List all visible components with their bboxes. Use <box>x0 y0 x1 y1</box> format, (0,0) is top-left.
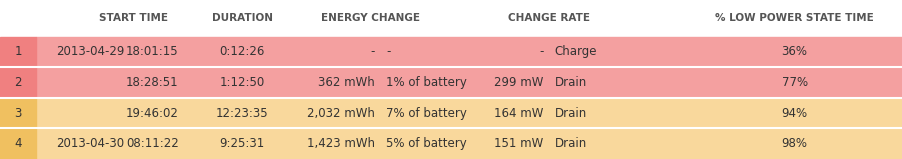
Text: % LOW POWER STATE TIME: % LOW POWER STATE TIME <box>714 13 873 23</box>
Text: 18:28:51: 18:28:51 <box>126 76 179 89</box>
Text: 77%: 77% <box>781 76 806 89</box>
Text: 362 mWh: 362 mWh <box>318 76 374 89</box>
Text: -: - <box>538 45 543 58</box>
Text: 1% of battery: 1% of battery <box>386 76 467 89</box>
Text: 3: 3 <box>14 107 22 120</box>
Bar <box>0 67 36 98</box>
Text: 9:25:31: 9:25:31 <box>219 137 264 150</box>
Text: ENERGY CHANGE: ENERGY CHANGE <box>320 13 419 23</box>
Text: 2,032 mWh: 2,032 mWh <box>307 107 374 120</box>
Text: 164 mW: 164 mW <box>493 107 543 120</box>
Text: 5% of battery: 5% of battery <box>386 137 466 150</box>
Text: Charge: Charge <box>554 45 596 58</box>
Text: 2: 2 <box>14 76 22 89</box>
Text: -: - <box>370 45 374 58</box>
Text: 36%: 36% <box>781 45 806 58</box>
Text: Drain: Drain <box>554 76 586 89</box>
Text: 1:12:50: 1:12:50 <box>219 76 264 89</box>
Text: 19:46:02: 19:46:02 <box>125 107 179 120</box>
Bar <box>0 128 36 159</box>
Text: 18:01:15: 18:01:15 <box>126 45 179 58</box>
Text: 2013-04-29: 2013-04-29 <box>56 45 124 58</box>
Text: 2013-04-30: 2013-04-30 <box>57 137 124 150</box>
Bar <box>36 67 902 98</box>
Text: START TIME: START TIME <box>99 13 168 23</box>
Text: 151 mW: 151 mW <box>493 137 543 150</box>
Text: 1: 1 <box>14 45 22 58</box>
Bar <box>36 128 902 159</box>
Text: Drain: Drain <box>554 107 586 120</box>
Bar <box>36 98 902 128</box>
Text: 299 mW: 299 mW <box>493 76 543 89</box>
Text: 98%: 98% <box>781 137 806 150</box>
Text: CHANGE RATE: CHANGE RATE <box>508 13 589 23</box>
Text: 1,423 mWh: 1,423 mWh <box>307 137 374 150</box>
Bar <box>0 98 36 128</box>
Text: 7% of battery: 7% of battery <box>386 107 467 120</box>
Text: 0:12:26: 0:12:26 <box>219 45 264 58</box>
Bar <box>36 37 902 67</box>
Text: 94%: 94% <box>781 107 806 120</box>
Text: 4: 4 <box>14 137 22 150</box>
Bar <box>0 37 36 67</box>
Text: Drain: Drain <box>554 137 586 150</box>
Text: -: - <box>386 45 391 58</box>
Text: 12:23:35: 12:23:35 <box>216 107 268 120</box>
Bar <box>0 0 902 37</box>
Text: 08:11:22: 08:11:22 <box>126 137 179 150</box>
Text: DURATION: DURATION <box>211 13 272 23</box>
